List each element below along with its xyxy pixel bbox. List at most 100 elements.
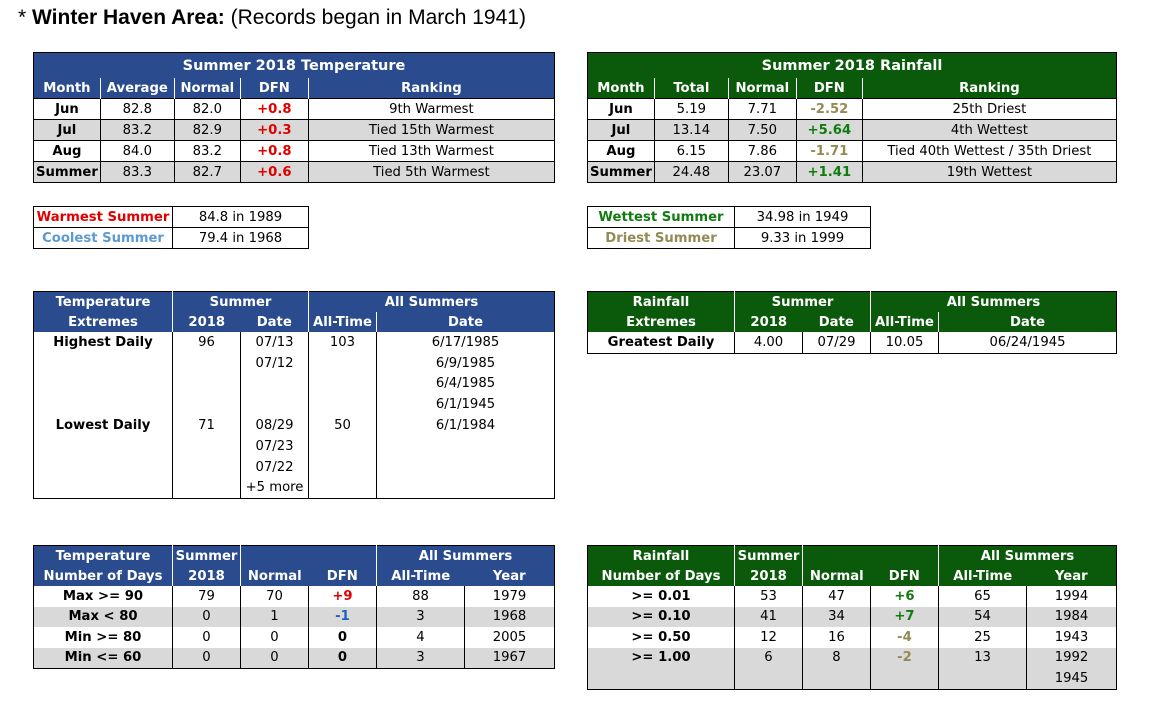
normal-cell: 82.9 (173, 119, 241, 141)
days-label: >= 0.01 (587, 586, 735, 607)
highest-daily-value: 96 (172, 332, 241, 353)
lowest-date: 07/22 (240, 456, 309, 478)
lowest-daily-value: 71 (172, 415, 241, 436)
days-dfn: -2 (870, 647, 939, 668)
greatest-daily-value: 4.00 (734, 332, 803, 354)
rainfall-extremes-table: Rainfall Summer All Summers Extremes 201… (587, 291, 1117, 354)
days-label: >= 0.50 (587, 627, 735, 648)
month-cell: Jul (33, 119, 101, 141)
header-number-of-days: Number of Days (33, 566, 173, 586)
month-cell: Summer (587, 161, 655, 183)
total-cell: 24.48 (653, 161, 729, 183)
temperature-extremes-table: Temperature Summer All Summers Extremes … (33, 291, 555, 500)
days-year: 1992 (1026, 647, 1117, 668)
header-2018: 2018 (172, 312, 241, 332)
col-normal: Normal (728, 78, 797, 99)
header-dfn: DFN (308, 566, 377, 586)
header-extremes: Extremes (33, 312, 173, 332)
table-row: Jun 5.19 7.71 -2.52 25th Driest (587, 98, 1118, 120)
days-all-time: 3 (376, 606, 465, 627)
header-2018: 2018 (734, 566, 803, 586)
dfn-cell: +5.64 (795, 119, 863, 141)
days-year: 1979 (464, 586, 555, 607)
table-row: Jul 83.2 82.9 +0.3 Tied 15th Warmest (33, 119, 556, 141)
dfn-cell: +0.3 (239, 119, 309, 141)
days-year: 1945 (1026, 668, 1117, 689)
warmest-summer-label: Warmest Summer (33, 206, 173, 228)
days-dfn: +9 (308, 586, 377, 607)
days-value: 0 (172, 647, 241, 669)
days-value: 12 (734, 627, 803, 648)
col-dfn: DFN (240, 78, 309, 99)
header-temperature: Temperature (33, 291, 173, 312)
highest-all-time-date: 6/1/1945 (376, 394, 555, 416)
driest-summer-label: Driest Summer (587, 227, 735, 249)
table-row: >= 0.50 12 16 -4 25 1943 (587, 627, 1117, 648)
days-label: >= 0.10 (587, 606, 735, 627)
days-dfn: +6 (870, 586, 939, 607)
dfn-cell: -2.52 (795, 98, 863, 120)
table-row: Summer 24.48 23.07 +1.41 19th Wettest (587, 161, 1118, 183)
days-dfn: +7 (870, 606, 939, 627)
table-row: Aug 6.15 7.86 -1.71 Tied 40th Wettest / … (587, 140, 1118, 162)
temperature-table-title: Summer 2018 Temperature (33, 52, 555, 78)
greatest-daily-date: 07/29 (802, 332, 871, 354)
header-number-of-days: Number of Days (587, 566, 735, 586)
header-all-time: All-Time (376, 566, 465, 586)
table-row: >= 1.00 6 8 -2 13 1992 (587, 647, 1117, 668)
days-normal: 34 (802, 606, 871, 627)
header-temperature: Temperature (33, 545, 173, 566)
col-ranking: Ranking (308, 78, 555, 99)
days-normal: 0 (240, 647, 309, 669)
lowest-all-time-value: 50 (308, 415, 377, 436)
days-label: Max >= 90 (33, 586, 173, 607)
days-year: 1968 (464, 606, 555, 627)
table-row: Jun 82.8 82.0 +0.8 9th Warmest (33, 98, 556, 120)
days-year: 2005 (464, 627, 555, 648)
rainfall-records: Wettest Summer 34.98 in 1949 Driest Summ… (587, 206, 871, 249)
days-normal: 0 (240, 627, 309, 648)
table-row: Summer 83.3 82.7 +0.6 Tied 5th Warmest (33, 161, 556, 183)
table-row: >= 0.01 53 47 +6 65 1994 (587, 586, 1117, 607)
header-year: Year (464, 566, 555, 586)
highest-all-time-date: 6/17/1985 (376, 332, 555, 353)
total-cell: 5.19 (653, 98, 729, 120)
greatest-daily-label: Greatest Daily (587, 332, 735, 354)
table-row: Jul 13.14 7.50 +5.64 4th Wettest (587, 119, 1118, 141)
ranking-cell: Tied 5th Warmest (307, 161, 556, 183)
driest-summer-value: 9.33 in 1999 (734, 227, 871, 249)
header-summer: Summer (172, 291, 309, 312)
total-cell: 13.14 (653, 119, 729, 141)
days-label: >= 1.00 (587, 647, 735, 668)
ranking-cell: Tied 15th Warmest (307, 119, 556, 141)
days-value: 41 (734, 606, 803, 627)
month-cell: Jul (587, 119, 655, 141)
header-rainfall: Rainfall (587, 291, 735, 312)
month-cell: Jun (587, 98, 655, 120)
dfn-cell: +0.8 (239, 140, 309, 162)
normal-cell: 23.07 (727, 161, 797, 183)
average-cell: 84.0 (99, 140, 175, 162)
header-all-time: All-Time (870, 312, 939, 332)
page-title: * Winter Haven Area: (Records began in M… (18, 6, 526, 30)
header-all-summers: All Summers (376, 545, 555, 566)
days-value: 53 (734, 586, 803, 607)
header-summer: Summer (734, 545, 803, 566)
header-extremes: Extremes (587, 312, 735, 332)
days-year: 1994 (1026, 586, 1117, 607)
days-year: 1967 (464, 647, 555, 669)
header-date: Date (802, 312, 871, 332)
col-total: Total (654, 78, 729, 99)
header-all-time: All-Time (938, 566, 1027, 586)
average-cell: 83.3 (99, 161, 175, 183)
normal-cell: 82.0 (173, 98, 241, 120)
lowest-daily-label: Lowest Daily (33, 415, 173, 436)
normal-cell: 7.50 (727, 119, 797, 141)
header-all-time: All-Time (308, 312, 377, 332)
dfn-cell: +0.6 (239, 161, 309, 183)
days-normal: 70 (240, 586, 309, 607)
header-year: Year (1026, 566, 1117, 586)
days-value: 79 (172, 586, 241, 607)
month-cell: Aug (587, 140, 655, 162)
ranking-cell: Tied 13th Warmest (307, 140, 556, 162)
